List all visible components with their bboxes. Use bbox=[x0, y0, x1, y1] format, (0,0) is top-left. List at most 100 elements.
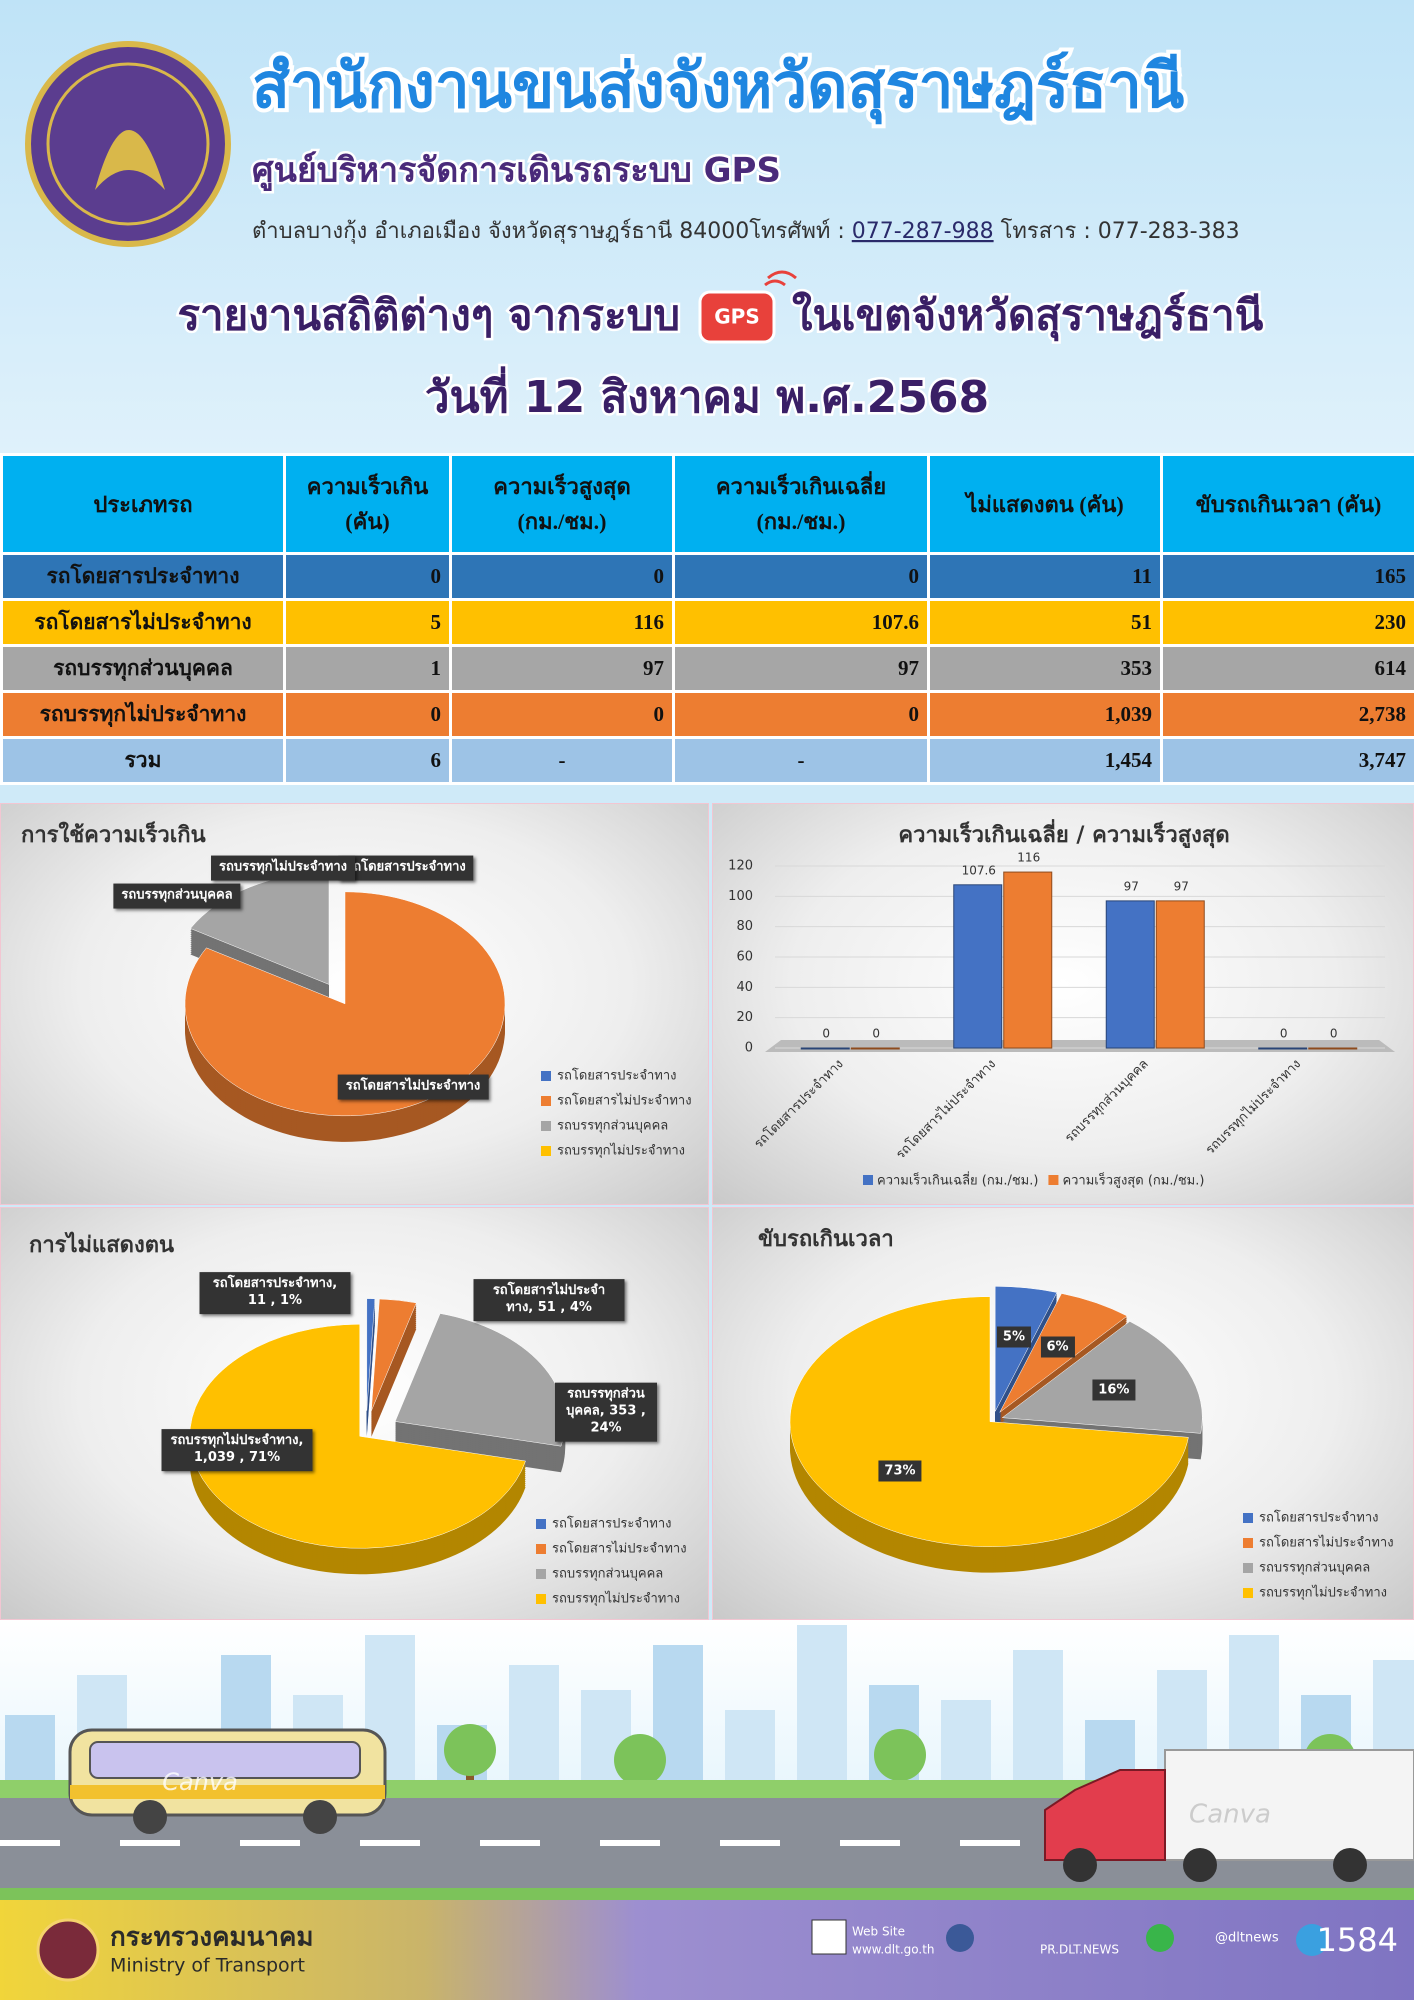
table-cell: 51 bbox=[927, 598, 1163, 647]
address: ตำบลบางกุ้ง อำเภอเมือง จังหวัดสุราษฎร์ธา… bbox=[252, 218, 852, 244]
building bbox=[797, 1625, 847, 1785]
bar bbox=[953, 884, 1003, 1049]
table-cell: 0 bbox=[449, 690, 675, 739]
pie-slice bbox=[994, 1286, 1058, 1412]
legend-swatch bbox=[541, 1071, 551, 1081]
data-label: รถบรรทุกไม่ประจำทาง bbox=[211, 855, 355, 881]
data-label: 97 bbox=[1124, 879, 1139, 893]
bus-wheel bbox=[133, 1800, 167, 1834]
chart-panel: การใช้ความเร็วเกิน รถโดยสารประจำทาง รถโดยส… bbox=[0, 803, 709, 1205]
bottom-bar bbox=[0, 1900, 1414, 2000]
facebook[interactable]: PR.DLT.NEWS bbox=[1040, 1943, 1119, 1957]
data-label: 16% bbox=[1092, 1379, 1136, 1401]
data-label: 97 bbox=[1174, 879, 1189, 893]
bar bbox=[1003, 871, 1053, 1049]
table-cell: 0 bbox=[283, 552, 452, 601]
bus bbox=[68, 1728, 387, 1834]
header-line: ความเร็วสูงสุด bbox=[493, 474, 631, 499]
chart: ความเร็วเกินเฉลี่ย / ความเร็วสูงสุด 0 20 40… bbox=[728, 818, 1395, 1189]
website-label: Web Site bbox=[852, 1925, 905, 1939]
header-row: ประเภทรถ ความเร็วเกิน (คัน) ความเร็วสูงสุด (… bbox=[0, 453, 1414, 555]
table-cell: 1,039 bbox=[927, 690, 1163, 739]
header-line: (กม./ชม.) bbox=[756, 509, 846, 534]
bus-windows bbox=[89, 1741, 361, 1779]
table-cell: 3,747 bbox=[1160, 736, 1414, 785]
data-label: รถโดยสารไม่ประจำทาง, 51 , 4% bbox=[473, 1279, 625, 1321]
y-tick-label: 60 bbox=[736, 950, 753, 965]
legend-label: รถบรรทุกไม่ประจำทาง bbox=[1259, 1585, 1387, 1601]
x-tick-label: รถบรรทุกส่วนบุคคล bbox=[1062, 1057, 1151, 1146]
table-cell: 97 bbox=[672, 644, 930, 693]
table-cell: 165 bbox=[1160, 552, 1414, 601]
report-area: ในเขตจังหวัดสุราษฎร์ธานี bbox=[792, 291, 1264, 342]
building bbox=[725, 1710, 775, 1785]
legend-label: รถโดยสารประจำทาง bbox=[552, 1516, 671, 1532]
data-label: รถบรรทุกไม่ประจำทาง, 1,039 , 71% bbox=[161, 1429, 313, 1471]
phone-icon bbox=[1296, 1924, 1328, 1956]
table-cell: - bbox=[672, 736, 930, 785]
data-label: 107.6 bbox=[962, 863, 996, 877]
truck-trailer bbox=[1164, 1749, 1414, 1861]
legend-swatch bbox=[541, 1146, 551, 1156]
data-label: รถบรรทุกส่วนบุคคล bbox=[113, 883, 241, 909]
header-line: (กม./ชม.) bbox=[517, 509, 607, 534]
table-cell: 1 bbox=[283, 644, 452, 693]
legend-swatch bbox=[1243, 1513, 1253, 1523]
table-cell: 107.6 bbox=[672, 598, 930, 647]
chart-title: ขับรถเกินเวลา bbox=[758, 1227, 894, 1252]
y-tick-label: 120 bbox=[728, 859, 753, 874]
table-row: รวม 6- -1,454 3,747 bbox=[0, 736, 1414, 785]
legend-swatch bbox=[1243, 1588, 1253, 1598]
truck bbox=[1044, 1749, 1414, 1882]
table-cell: 0 bbox=[283, 690, 452, 739]
row-label: รถโดยสารไม่ประจำทาง bbox=[0, 598, 286, 647]
header-line: (คัน) bbox=[345, 509, 390, 534]
column-header: ไม่แสดงตน (คัน) bbox=[927, 453, 1163, 555]
floor bbox=[765, 1040, 1395, 1052]
gps-icon bbox=[698, 290, 776, 344]
x-tick-label: รถโดยสารประจำทาง bbox=[751, 1056, 847, 1152]
center-subtitle: ศูนย์บริหารจัดการเดินรถระบบ GPS bbox=[252, 151, 781, 192]
legend-swatch bbox=[541, 1096, 551, 1106]
logo-ring bbox=[46, 62, 210, 226]
table-cell: - bbox=[449, 736, 675, 785]
building bbox=[941, 1700, 991, 1785]
legend-swatch bbox=[536, 1594, 546, 1604]
table-cell: 5 bbox=[283, 598, 452, 647]
chart-panel: การไม่แสดงตน รถโดยสารประจำทาง รถโดยสารไม่ป… bbox=[0, 1207, 709, 1620]
legend-label: รถบรรทุกส่วนบุคคล bbox=[1259, 1561, 1370, 1576]
report-date: วันที่ 12 สิงหาคม พ.ศ.2568 bbox=[425, 366, 989, 423]
pie-slice bbox=[371, 1298, 417, 1411]
qr-code bbox=[811, 1919, 847, 1955]
header: สำนักงานขนส่งจังหวัดสุราษฎร์ธานี ศูนย์บร… bbox=[0, 0, 1414, 453]
column-header: ประเภทรถ bbox=[0, 453, 286, 555]
table-row: รถบรรทุกส่วนบุคคล 1 97 97 353 614 bbox=[0, 644, 1414, 693]
gps-icon-text: GPS bbox=[714, 305, 759, 329]
y-tick-label: 100 bbox=[728, 889, 753, 904]
legend-swatch bbox=[536, 1519, 546, 1529]
phone[interactable]: 077-287-988 bbox=[852, 219, 994, 244]
header-background bbox=[0, 0, 1414, 453]
row-label: รถโดยสารประจำทาง bbox=[0, 552, 286, 601]
data-label: รถโดยสารประจำทาง, 11 , 1% bbox=[199, 1272, 351, 1314]
data-label: รถโดยสารประจำทาง bbox=[338, 855, 474, 881]
data-label: 116 bbox=[1017, 851, 1040, 865]
data-label: 5% bbox=[996, 1326, 1031, 1348]
gps-signal bbox=[764, 270, 797, 287]
legend-label: รถโดยสารไม่ประจำทาง bbox=[552, 1541, 687, 1557]
table-cell: 11 bbox=[927, 552, 1163, 601]
watermark: Canva bbox=[1189, 1800, 1271, 1830]
line-id[interactable]: @dltnews bbox=[1215, 1931, 1279, 1946]
truck-cab bbox=[1044, 1769, 1166, 1861]
website[interactable]: www.dlt.go.th bbox=[852, 1943, 935, 1957]
x-tick-label: รถบรรทุกไม่ประจำทาง bbox=[1202, 1056, 1304, 1158]
table-cell: 614 bbox=[1160, 644, 1414, 693]
legend-label: รถบรรทุกไม่ประจำทาง bbox=[552, 1591, 680, 1607]
bar bbox=[800, 1047, 850, 1050]
ministry-thai: กระทรวงคมนาคม bbox=[110, 1923, 314, 1953]
chart-panel: ขับรถเกินเวลา รถโดยสารประจำทาง รถโดยสารไม่… bbox=[712, 1207, 1414, 1620]
data-label: รถโดยสารไม่ประจำทาง bbox=[337, 1074, 489, 1100]
pie-slice bbox=[366, 1298, 376, 1411]
legend-swatch bbox=[863, 1175, 873, 1185]
